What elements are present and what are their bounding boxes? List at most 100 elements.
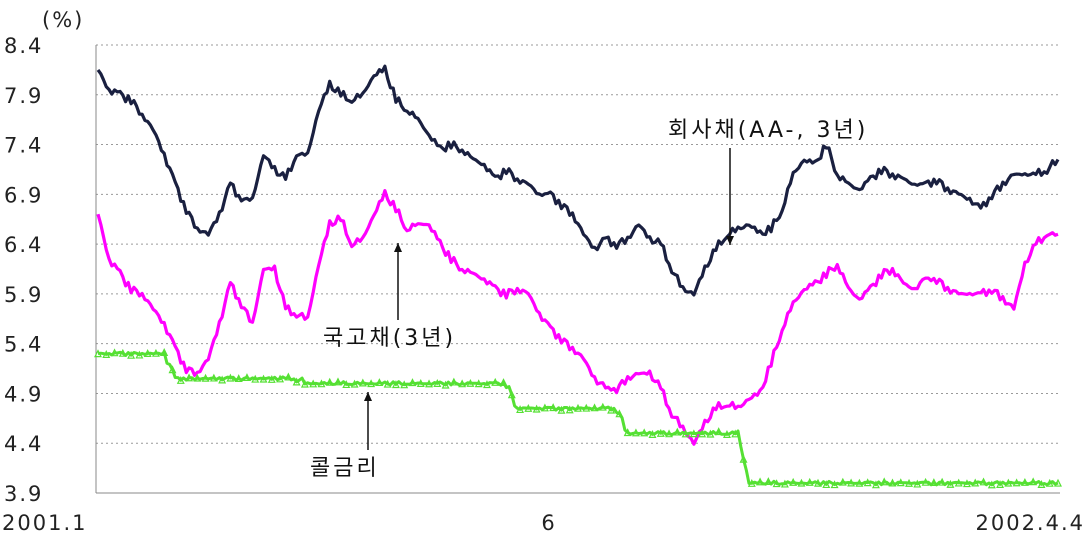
series-marker xyxy=(756,477,765,486)
annotation-label: 국고채(3년) xyxy=(323,326,456,351)
series-marker xyxy=(722,430,731,438)
series-marker xyxy=(905,478,914,487)
series-marker xyxy=(1020,477,1029,486)
series-marker xyxy=(590,403,599,412)
series-marker xyxy=(507,390,516,399)
series-marker xyxy=(499,378,508,387)
series-marker xyxy=(830,480,839,489)
series-marker xyxy=(772,479,781,488)
series-marker xyxy=(880,477,889,486)
x-tick-label: 6 xyxy=(541,511,556,535)
y-tick-label: 7.9 xyxy=(4,84,43,108)
series-marker xyxy=(416,378,425,387)
series-marker xyxy=(532,404,541,413)
series-marker xyxy=(350,379,359,388)
series-line-2 xyxy=(97,350,1059,487)
series-marker xyxy=(474,379,483,388)
series-marker xyxy=(673,427,682,436)
series-marker xyxy=(565,405,574,414)
series-marker xyxy=(94,349,102,358)
series-marker xyxy=(151,348,160,357)
series-marker xyxy=(623,428,632,437)
grid xyxy=(96,44,1060,444)
series-marker xyxy=(325,377,334,386)
series-marker xyxy=(780,479,789,488)
series-marker xyxy=(209,373,218,382)
series-marker xyxy=(615,409,624,418)
series-marker xyxy=(367,379,376,388)
series-marker xyxy=(342,380,351,389)
series-marker xyxy=(1012,478,1021,487)
series-marker xyxy=(458,379,467,388)
series-marker xyxy=(640,428,649,437)
series-marker xyxy=(524,403,533,412)
y-tick-label: 5.4 xyxy=(4,333,43,357)
y-tick-label: 7.4 xyxy=(4,134,43,158)
series-marker xyxy=(540,403,549,412)
series-marker xyxy=(631,428,640,437)
series-marker xyxy=(971,478,980,487)
arrowhead xyxy=(726,236,734,245)
series-marker xyxy=(135,350,144,359)
series-marker xyxy=(309,379,318,388)
y-tick-label: 3.9 xyxy=(4,482,43,506)
series-marker xyxy=(259,374,268,383)
series-marker xyxy=(284,372,293,381)
series-marker xyxy=(168,365,177,374)
series-marker xyxy=(358,378,367,387)
series-marker xyxy=(871,480,880,489)
series-marker xyxy=(574,403,582,412)
series-marker xyxy=(176,375,185,384)
series-marker xyxy=(516,405,525,414)
series-marker xyxy=(929,478,938,487)
series-marker xyxy=(814,478,822,487)
series-marker xyxy=(317,379,326,388)
series-marker xyxy=(607,405,616,414)
y-tick-label: 4.9 xyxy=(4,382,43,406)
series-marker xyxy=(954,478,963,487)
series-marker xyxy=(648,430,657,438)
series-marker xyxy=(193,373,202,382)
series-marker xyxy=(847,478,856,487)
series-marker xyxy=(747,478,756,487)
series-marker xyxy=(160,348,169,356)
series-marker xyxy=(449,377,458,386)
series-marker xyxy=(391,380,400,389)
series-marker xyxy=(706,429,715,438)
arrowhead xyxy=(364,392,372,401)
series-marker xyxy=(731,429,740,438)
series-marker xyxy=(491,377,500,386)
series-marker xyxy=(681,429,690,438)
series-marker xyxy=(482,380,491,389)
series-marker xyxy=(425,379,434,388)
series-marker xyxy=(913,479,922,488)
series-marker xyxy=(334,377,342,386)
annotations: 회사채(AA-, 3년) 국고채(3년) 콜금리 xyxy=(310,118,868,481)
x-tick-label: 2002.4.4 xyxy=(975,511,1085,535)
series-marker xyxy=(938,477,947,486)
y-tick-label: 8.4 xyxy=(4,34,43,58)
series-marker xyxy=(118,348,127,357)
series-marker xyxy=(1054,478,1062,487)
series-marker xyxy=(276,374,285,383)
series-marker xyxy=(598,402,607,411)
series-marker xyxy=(1045,478,1054,487)
annotation-label: 회사채(AA-, 3년) xyxy=(668,118,868,143)
series-marker xyxy=(979,477,988,486)
series-marker xyxy=(797,478,806,487)
series-line-0 xyxy=(96,64,1060,297)
series-marker xyxy=(863,478,872,487)
series-marker xyxy=(441,380,450,389)
x-tick-labels: 2001.1 6 2002.4.4 xyxy=(2,511,1085,535)
series-marker xyxy=(689,429,698,438)
series-marker xyxy=(822,480,831,489)
series-marker xyxy=(549,403,558,412)
series-marker xyxy=(185,373,194,382)
series-marker xyxy=(251,374,260,383)
series-line-1 xyxy=(96,189,1059,446)
series-marker xyxy=(1029,477,1038,486)
y-unit-label: (%) xyxy=(42,8,84,32)
series-marker xyxy=(433,379,442,387)
axes xyxy=(95,45,1060,494)
series-marker xyxy=(143,349,152,357)
